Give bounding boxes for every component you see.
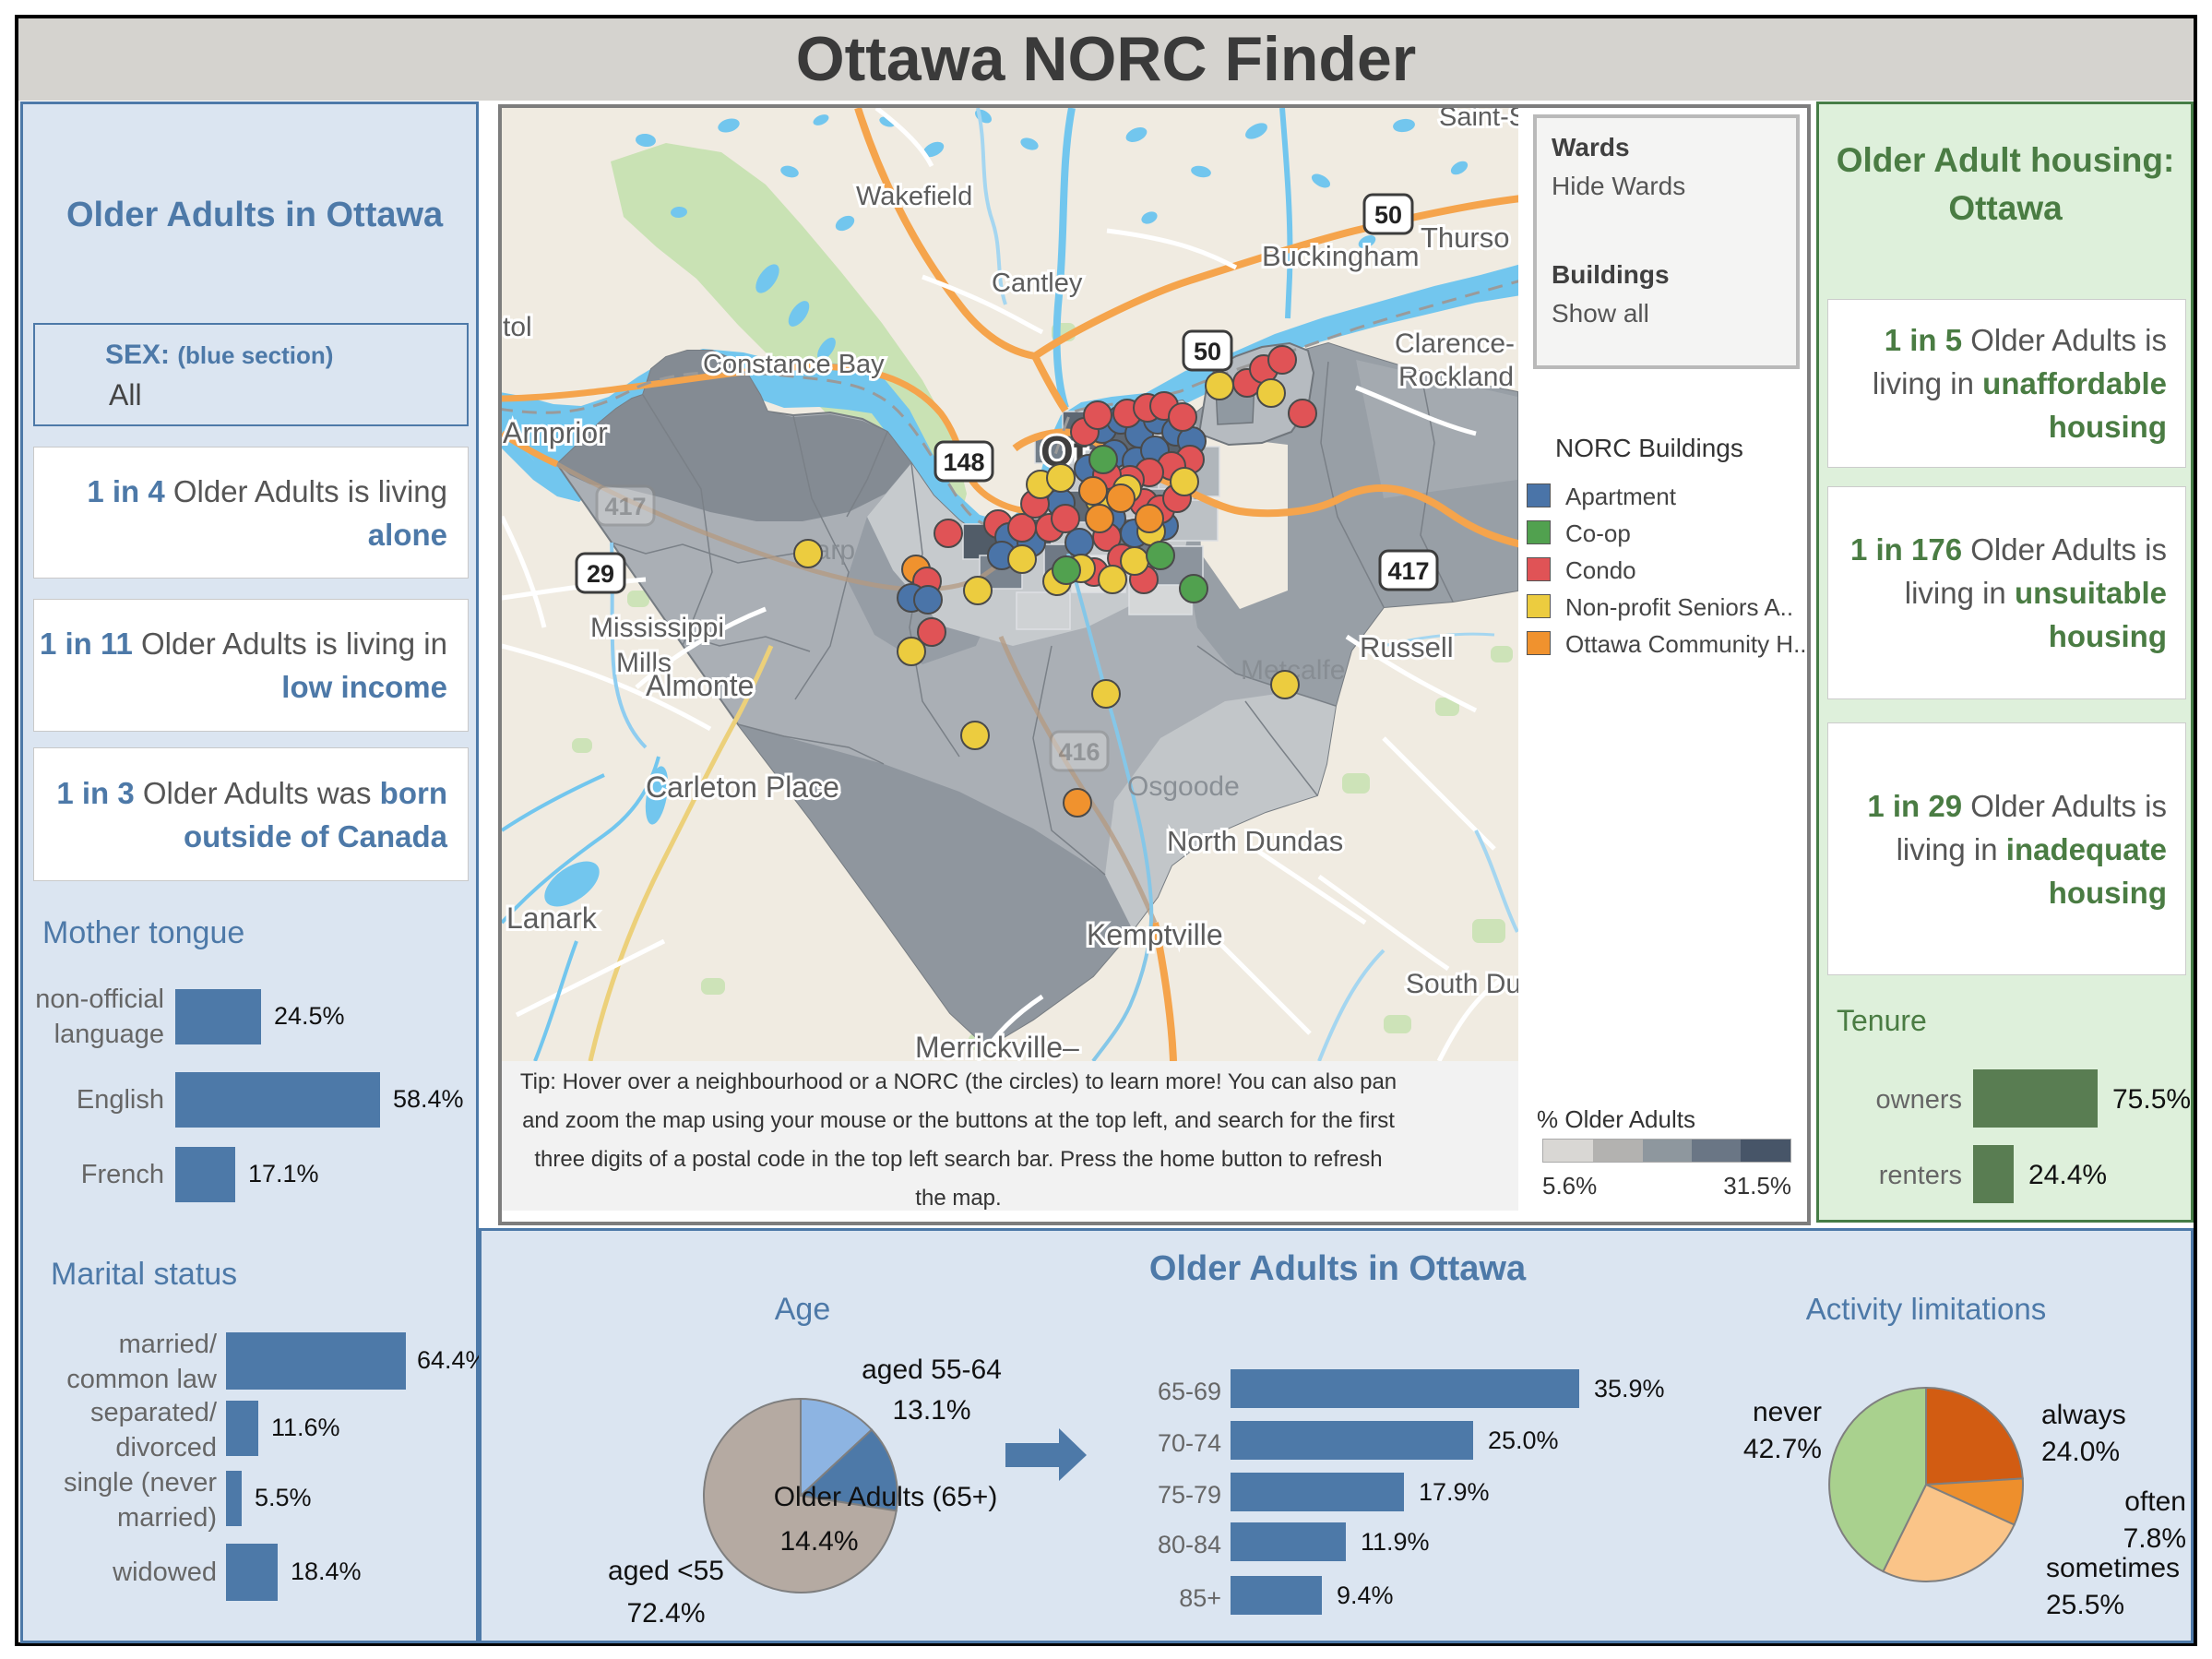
svg-text:Carleton Place: Carleton Place <box>646 770 839 804</box>
svg-text:417: 417 <box>1387 557 1429 585</box>
svg-text:Thurso: Thurso <box>1421 221 1509 254</box>
svg-text:Buckingham: Buckingham <box>1262 240 1420 272</box>
svg-text:Saint-S: Saint-S <box>1439 108 1518 132</box>
svg-text:Almonte: Almonte <box>646 669 754 702</box>
svg-text:29: 29 <box>587 560 614 588</box>
svg-text:416: 416 <box>1058 738 1100 766</box>
svg-text:South Dund: South Dund <box>1406 969 1518 999</box>
svg-text:Cantley: Cantley <box>992 269 1083 298</box>
svg-text:Russell: Russell <box>1360 631 1454 663</box>
svg-text:417: 417 <box>604 493 646 520</box>
svg-text:50: 50 <box>1374 201 1402 229</box>
svg-text:Wakefield: Wakefield <box>856 182 972 211</box>
svg-text:Mills: Mills <box>616 648 672 678</box>
svg-text:50: 50 <box>1194 338 1221 365</box>
svg-text:Mississippi: Mississippi <box>590 613 724 643</box>
svg-text:Lanark: Lanark <box>506 901 598 935</box>
svg-text:Kemptville: Kemptville <box>1087 918 1223 951</box>
svg-text:Rockland: Rockland <box>1398 362 1514 392</box>
svg-text:148: 148 <box>943 448 984 476</box>
svg-text:Clarence-: Clarence- <box>1395 328 1515 359</box>
svg-text:Osgoode: Osgoode <box>1127 771 1240 802</box>
svg-text:tol: tol <box>503 312 532 342</box>
svg-text:Merrickville–: Merrickville– <box>915 1031 1079 1061</box>
svg-text:North Dundas: North Dundas <box>1167 825 1343 857</box>
svg-text:Constance Bay: Constance Bay <box>703 350 885 379</box>
svg-text:Arnprior: Arnprior <box>503 416 608 449</box>
